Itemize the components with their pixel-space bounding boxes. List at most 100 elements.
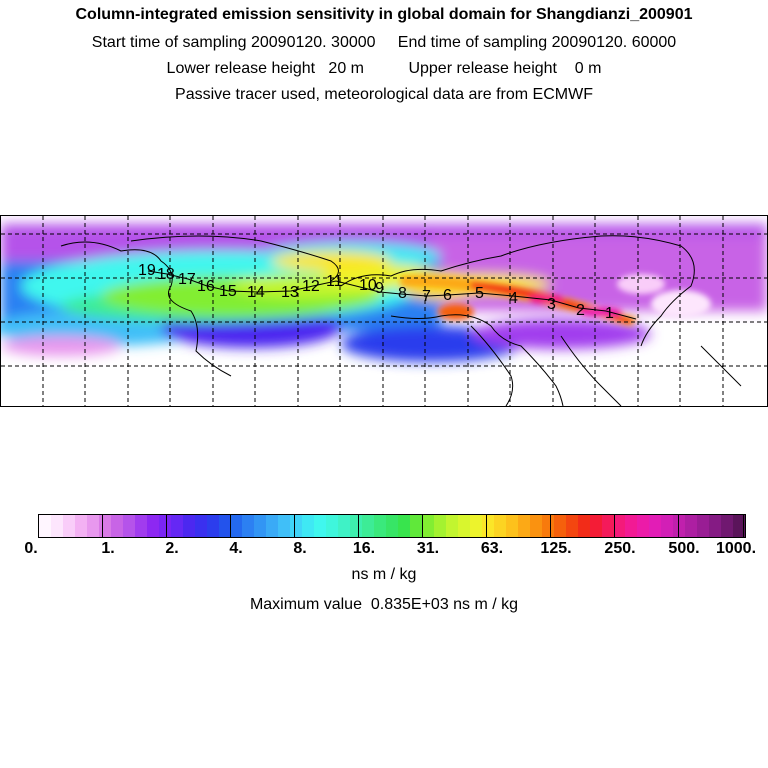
colorbar-tick <box>678 514 679 537</box>
coastlines <box>60 235 742 406</box>
trajectory-path <box>147 270 637 320</box>
colorbar-tick-label: 4. <box>229 540 243 557</box>
trajectory-label: 3 <box>547 296 556 313</box>
lat-lon-grid <box>1 216 767 406</box>
colorbar-tick <box>102 514 103 537</box>
colorbar-tick <box>294 514 295 537</box>
colorbar-swatch <box>649 515 662 537</box>
colorbar-swatch <box>386 515 399 537</box>
trajectory-label: 4 <box>509 290 518 307</box>
colorbar-tick-label: 1000. <box>715 540 757 557</box>
colorbar-tick-label: 63. <box>480 540 504 557</box>
emission-sensitivity-map: 1 2 3 4 5 6 7 8 9 10 11 12 13 14 15 16 1… <box>0 215 768 407</box>
trajectory-label: 18 <box>157 266 175 283</box>
colorbar-swatch <box>565 515 578 537</box>
trajectory-label: 10 <box>359 277 377 294</box>
colorbar-swatch <box>194 515 207 537</box>
colorbar-tick <box>38 514 39 537</box>
colorbar-swatch <box>661 515 674 537</box>
colorbar-tick-label: 16. <box>352 540 376 557</box>
colorbar-swatch <box>134 515 147 537</box>
trajectory-label: 8 <box>398 285 407 302</box>
colorbar-swatch <box>637 515 650 537</box>
colorbar-swatch <box>74 515 87 537</box>
colorbar-swatch <box>278 515 291 537</box>
colorbar-swatch <box>290 515 303 537</box>
colorbar-swatch <box>230 515 243 537</box>
trajectory-labels: 1 2 3 4 5 6 7 8 9 10 11 12 13 14 15 16 1… <box>138 262 614 322</box>
colorbar-tick <box>422 514 423 537</box>
colorbar-tick-label: 31. <box>416 540 440 557</box>
colorbar-tick <box>550 514 551 537</box>
colorbar-swatch <box>110 515 123 537</box>
colorbar-swatch <box>266 515 279 537</box>
colorbar-swatch <box>577 515 590 537</box>
colorbar-swatch <box>254 515 267 537</box>
tracer-info-line: Passive tracer used, meteorological data… <box>175 86 593 103</box>
colorbar-swatch <box>601 515 614 537</box>
colorbar-swatch <box>422 515 434 537</box>
colorbar-swatch <box>469 515 482 537</box>
colorbar-swatch <box>589 515 602 537</box>
colorbar-swatch <box>673 515 686 537</box>
colorbar-swatch <box>98 515 111 537</box>
colorbar-tick <box>486 514 487 537</box>
trajectory-label: 6 <box>443 287 452 304</box>
colorbar-tick <box>743 514 744 537</box>
colorbar-tick-label: 1. <box>101 540 115 557</box>
colorbar-swatch <box>338 515 351 537</box>
colorbar-swatch <box>481 515 494 537</box>
colorbar-tick-label: 8. <box>293 540 307 557</box>
colorbar-tick-label: 500. <box>668 540 700 557</box>
colorbar-swatch <box>326 515 339 537</box>
colorbar-tick-label: 2. <box>165 540 179 557</box>
trajectory-label: 2 <box>576 302 585 319</box>
colorbar-swatch <box>457 515 470 537</box>
trajectory-label: 11 <box>326 273 343 290</box>
colorbar-swatch <box>541 515 554 537</box>
trajectory-label: 1 <box>605 305 614 322</box>
colorbar-swatch <box>122 515 135 537</box>
trajectory-label: 19 <box>138 262 156 279</box>
colorbar-ticks: 0. 1. 2. 4. 8. 16. 31. 63. 125. 250. 500… <box>0 514 768 574</box>
colorbar-tick-label: 250. <box>604 540 636 557</box>
release-height-line: Lower release height 20 m Upper release … <box>166 60 602 77</box>
map-title: Column-integrated emission sensitivity i… <box>75 6 693 23</box>
trajectory-label: 12 <box>302 278 320 295</box>
colorbar-swatch <box>733 515 746 537</box>
colorbar-swatch <box>517 515 530 537</box>
colorbar-swatch <box>170 515 183 537</box>
colorbar-swatch <box>218 515 231 537</box>
colorbar-swatch <box>158 515 171 537</box>
colorbar-swatch <box>362 515 375 537</box>
colorbar-swatch <box>410 515 422 537</box>
trajectory-label: 13 <box>281 284 299 301</box>
colorbar-swatch <box>350 515 363 537</box>
colorbar-swatch <box>398 515 411 537</box>
colorbar-tick <box>166 514 167 537</box>
colorbar-swatch <box>553 515 566 537</box>
colorbar-swatch <box>86 515 99 537</box>
colorbar-swatch <box>206 515 219 537</box>
colorbar-swatch <box>625 515 638 537</box>
colorbar-tick-label: 125. <box>540 540 572 557</box>
trajectory-label: 5 <box>475 285 484 302</box>
colorbar-swatch <box>529 515 542 537</box>
trajectory-label: 9 <box>375 280 384 297</box>
trajectory-label: 7 <box>422 288 431 305</box>
colorbar-swatch <box>697 515 710 537</box>
colorbar-swatch <box>374 515 387 537</box>
colorbar-swatch <box>314 515 327 537</box>
colorbar-tick-label: 0. <box>24 540 38 557</box>
colorbar-swatch <box>493 515 506 537</box>
colorbar-swatch <box>62 515 75 537</box>
colorbar-swatch <box>146 515 159 537</box>
trajectory-label: 15 <box>219 283 237 300</box>
colorbar-swatch <box>685 515 698 537</box>
trajectory-label: 17 <box>178 271 196 288</box>
colorbar-tick <box>230 514 231 537</box>
colorbar-swatch <box>433 515 446 537</box>
colorbar-tick <box>614 514 615 537</box>
colorbar-swatch <box>445 515 458 537</box>
colorbar-swatch <box>709 515 722 537</box>
